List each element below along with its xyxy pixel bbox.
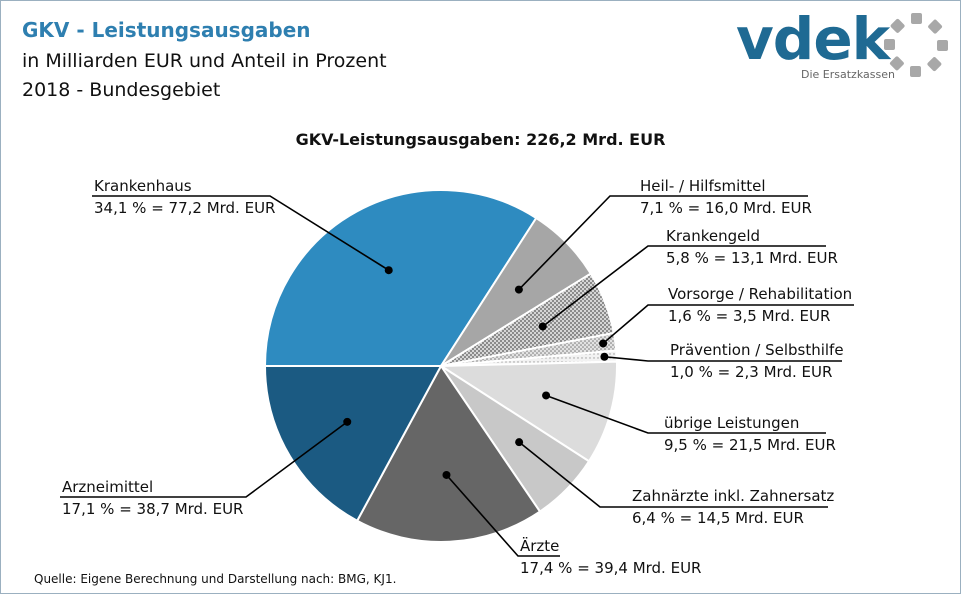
page-title: GKV - Leistungsausgaben: [22, 18, 311, 42]
page-subtitle-year: 2018 - Bundesgebiet: [22, 79, 221, 101]
leader-line-6: [518, 441, 828, 508]
slice-label-name-5: übrige Leistungen: [664, 414, 799, 432]
leader-line-0: [92, 195, 390, 271]
leader-line-7: [445, 474, 560, 557]
slice-label-name-7: Ärzte: [520, 536, 559, 555]
leader-line-8: [60, 421, 348, 498]
chart-title: GKV-Leistungsausgaben: 226,2 Mrd. EUR: [295, 130, 666, 149]
logo-ring-icon: [884, 13, 948, 77]
vdek-logo: vdek Die Ersatzkassen: [736, 8, 956, 88]
slice-label-value-6: 6,4 % = 14,5 Mrd. EUR: [632, 509, 804, 527]
slice-label-name-0: Krankenhaus: [94, 177, 192, 195]
leader-line-5: [545, 394, 826, 434]
slice-label-name-1: Heil- / Hilfsmittel: [640, 177, 766, 195]
slice-label-value-2: 5,8 % = 13,1 Mrd. EUR: [666, 249, 838, 267]
leader-line-1: [518, 195, 808, 291]
logo-tagline: Die Ersatzkassen: [801, 68, 895, 81]
leader-line-2: [542, 245, 826, 328]
slice-label-name-4: Prävention / Selbsthilfe: [670, 341, 844, 359]
pie-slice-5: [437, 360, 618, 463]
slice-label-value-5: 9,5 % = 21,5 Mrd. EUR: [664, 436, 836, 454]
leader-line-3: [602, 304, 854, 345]
slice-label-value-7: 17,4 % = 39,4 Mrd. EUR: [520, 559, 701, 577]
slice-label-name-6: Zahnärzte inkl. Zahnersatz: [632, 487, 834, 505]
leader-line-4: [604, 355, 842, 362]
slice-label-name-2: Krankengeld: [666, 227, 760, 245]
slice-label-value-0: 34,1 % = 77,2 Mrd. EUR: [94, 199, 275, 217]
source-note: Quelle: Eigene Berechnung und Darstellun…: [34, 572, 397, 586]
pie-slice-8: [263, 365, 443, 523]
slice-label-value-8: 17,1 % = 38,7 Mrd. EUR: [62, 500, 243, 518]
page-subtitle-unit: in Milliarden EUR und Anteil in Prozent: [22, 50, 387, 72]
slice-label-name-3: Vorsorge / Rehabilitation: [668, 285, 852, 303]
slice-label-value-4: 1,0 % = 2,3 Mrd. EUR: [670, 363, 832, 381]
logo-wordmark: vdek: [736, 5, 890, 73]
slice-label-value-3: 1,6 % = 3,5 Mrd. EUR: [668, 307, 830, 325]
slice-label-value-1: 7,1 % = 16,0 Mrd. EUR: [640, 199, 812, 217]
pie-slice-7: [355, 364, 542, 543]
slice-label-name-8: Arzneimittel: [62, 478, 153, 496]
